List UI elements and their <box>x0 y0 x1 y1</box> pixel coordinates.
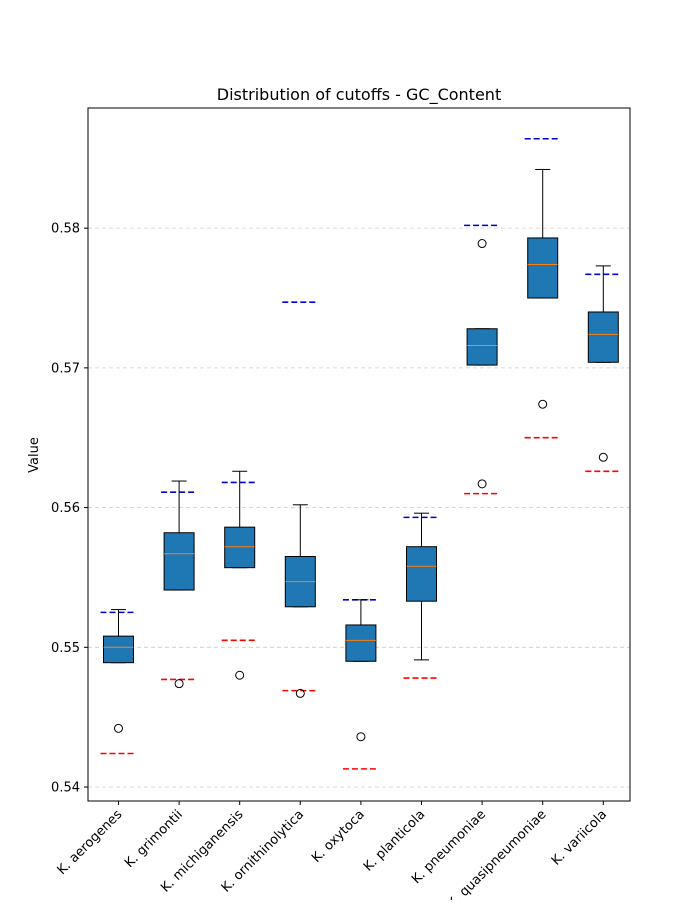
outlier-point <box>538 399 548 409</box>
outlier-point <box>295 688 305 698</box>
box <box>527 237 559 299</box>
outlier-point <box>477 239 487 249</box>
outlier-point <box>235 670 245 680</box>
box <box>163 532 195 591</box>
y-tick-label: 0.54 <box>51 781 80 796</box>
y-tick-label: 0.57 <box>51 361 80 376</box>
box <box>224 526 256 569</box>
gridlines <box>88 227 630 788</box>
outlier-point <box>114 723 123 733</box>
box <box>103 635 134 664</box>
outlier-point <box>356 732 366 742</box>
box <box>587 311 619 363</box>
boxes <box>103 168 619 742</box>
outlier-point <box>598 452 608 462</box>
y-tick-label: 0.55 <box>51 641 80 656</box>
y-axis-label: Value <box>27 437 42 473</box>
plot-area-frame <box>87 107 631 802</box>
y-tick-label: 0.58 <box>51 222 80 237</box>
box <box>406 546 437 602</box>
box <box>345 624 377 662</box>
y-tick-label: 0.56 <box>51 501 80 516</box>
outlier-point <box>174 679 184 689</box>
chart-title: Distribution of cutoffs - GC_Content <box>217 85 501 105</box>
outlier-point <box>477 479 487 489</box>
box <box>466 328 498 366</box>
